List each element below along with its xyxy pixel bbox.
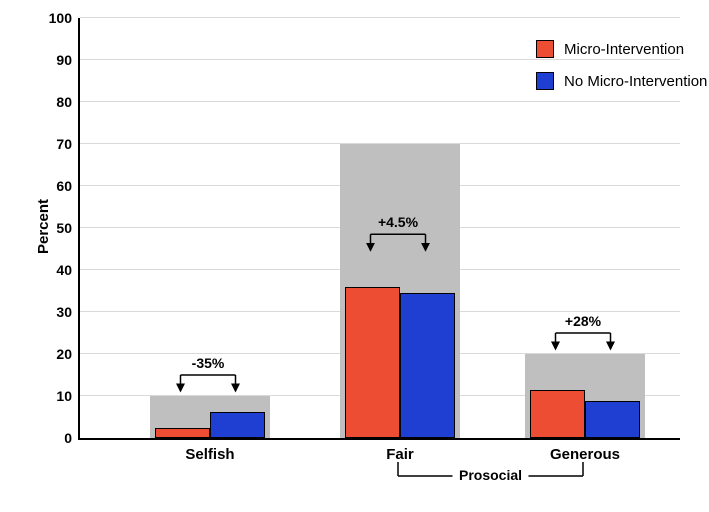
gridline: [80, 17, 680, 18]
y-tick-label: 20: [56, 346, 80, 362]
delta-label: +4.5%: [378, 214, 418, 230]
delta-label: -35%: [192, 355, 225, 371]
y-tick-label: 60: [56, 178, 80, 194]
data-bar: [345, 287, 400, 438]
y-tick-label: 90: [56, 52, 80, 68]
legend-item-no-micro: No Micro-Intervention: [536, 72, 707, 90]
x-tick-label: Fair: [386, 438, 414, 463]
data-bar: [530, 390, 585, 438]
y-axis-label: Percent: [35, 199, 52, 254]
y-tick-label: 50: [56, 220, 80, 236]
y-tick-label: 10: [56, 388, 80, 404]
x-tick-label: Generous: [550, 438, 620, 463]
y-tick-label: 70: [56, 136, 80, 152]
data-bar: [210, 412, 265, 438]
legend-label-micro: Micro-Intervention: [564, 41, 684, 58]
legend: Micro-Intervention No Micro-Intervention: [536, 40, 707, 104]
legend-swatch-no-micro: [536, 72, 554, 90]
data-bar: [585, 401, 640, 438]
y-tick-label: 100: [49, 10, 80, 26]
y-tick-label: 40: [56, 262, 80, 278]
prosocial-label: Prosocial: [459, 467, 522, 483]
delta-label: +28%: [565, 313, 601, 329]
data-bar: [155, 428, 210, 439]
y-tick-label: 0: [64, 430, 80, 446]
legend-label-no-micro: No Micro-Intervention: [564, 73, 707, 90]
data-bar: [400, 293, 455, 438]
chart-container: 0 10 20 30 40 50 60 70 80 90 100 Selfish Fair Generou…: [0, 0, 709, 512]
y-tick-label: 30: [56, 304, 80, 320]
legend-item-micro: Micro-Intervention: [536, 40, 707, 58]
x-tick-label: Selfish: [185, 438, 234, 463]
legend-swatch-micro: [536, 40, 554, 58]
y-tick-label: 80: [56, 94, 80, 110]
